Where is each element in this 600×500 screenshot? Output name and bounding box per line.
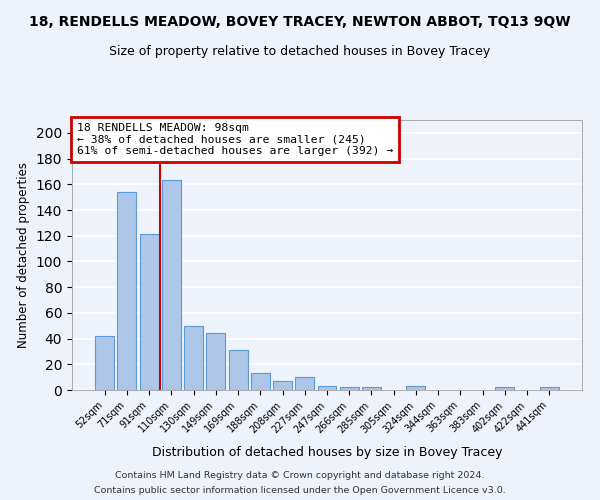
Bar xyxy=(340,388,359,390)
Bar xyxy=(317,386,337,390)
Bar xyxy=(295,377,314,390)
Text: 18 RENDELLS MEADOW: 98sqm
← 38% of detached houses are smaller (245)
61% of semi: 18 RENDELLS MEADOW: 98sqm ← 38% of detac… xyxy=(77,122,394,156)
X-axis label: Distribution of detached houses by size in Bovey Tracey: Distribution of detached houses by size … xyxy=(152,446,502,459)
Bar xyxy=(95,336,114,390)
Bar xyxy=(540,388,559,390)
Bar xyxy=(273,381,292,390)
Bar xyxy=(362,388,381,390)
Bar xyxy=(162,180,181,390)
Bar xyxy=(140,234,158,390)
Text: Contains HM Land Registry data © Crown copyright and database right 2024.: Contains HM Land Registry data © Crown c… xyxy=(115,471,485,480)
Bar xyxy=(406,386,425,390)
Bar xyxy=(184,326,203,390)
Text: Size of property relative to detached houses in Bovey Tracey: Size of property relative to detached ho… xyxy=(109,45,491,58)
Bar xyxy=(496,388,514,390)
Bar xyxy=(229,350,248,390)
Text: 18, RENDELLS MEADOW, BOVEY TRACEY, NEWTON ABBOT, TQ13 9QW: 18, RENDELLS MEADOW, BOVEY TRACEY, NEWTO… xyxy=(29,15,571,29)
Text: Contains public sector information licensed under the Open Government Licence v3: Contains public sector information licen… xyxy=(94,486,506,495)
Y-axis label: Number of detached properties: Number of detached properties xyxy=(17,162,30,348)
Bar xyxy=(206,334,225,390)
Bar xyxy=(251,374,270,390)
Bar xyxy=(118,192,136,390)
